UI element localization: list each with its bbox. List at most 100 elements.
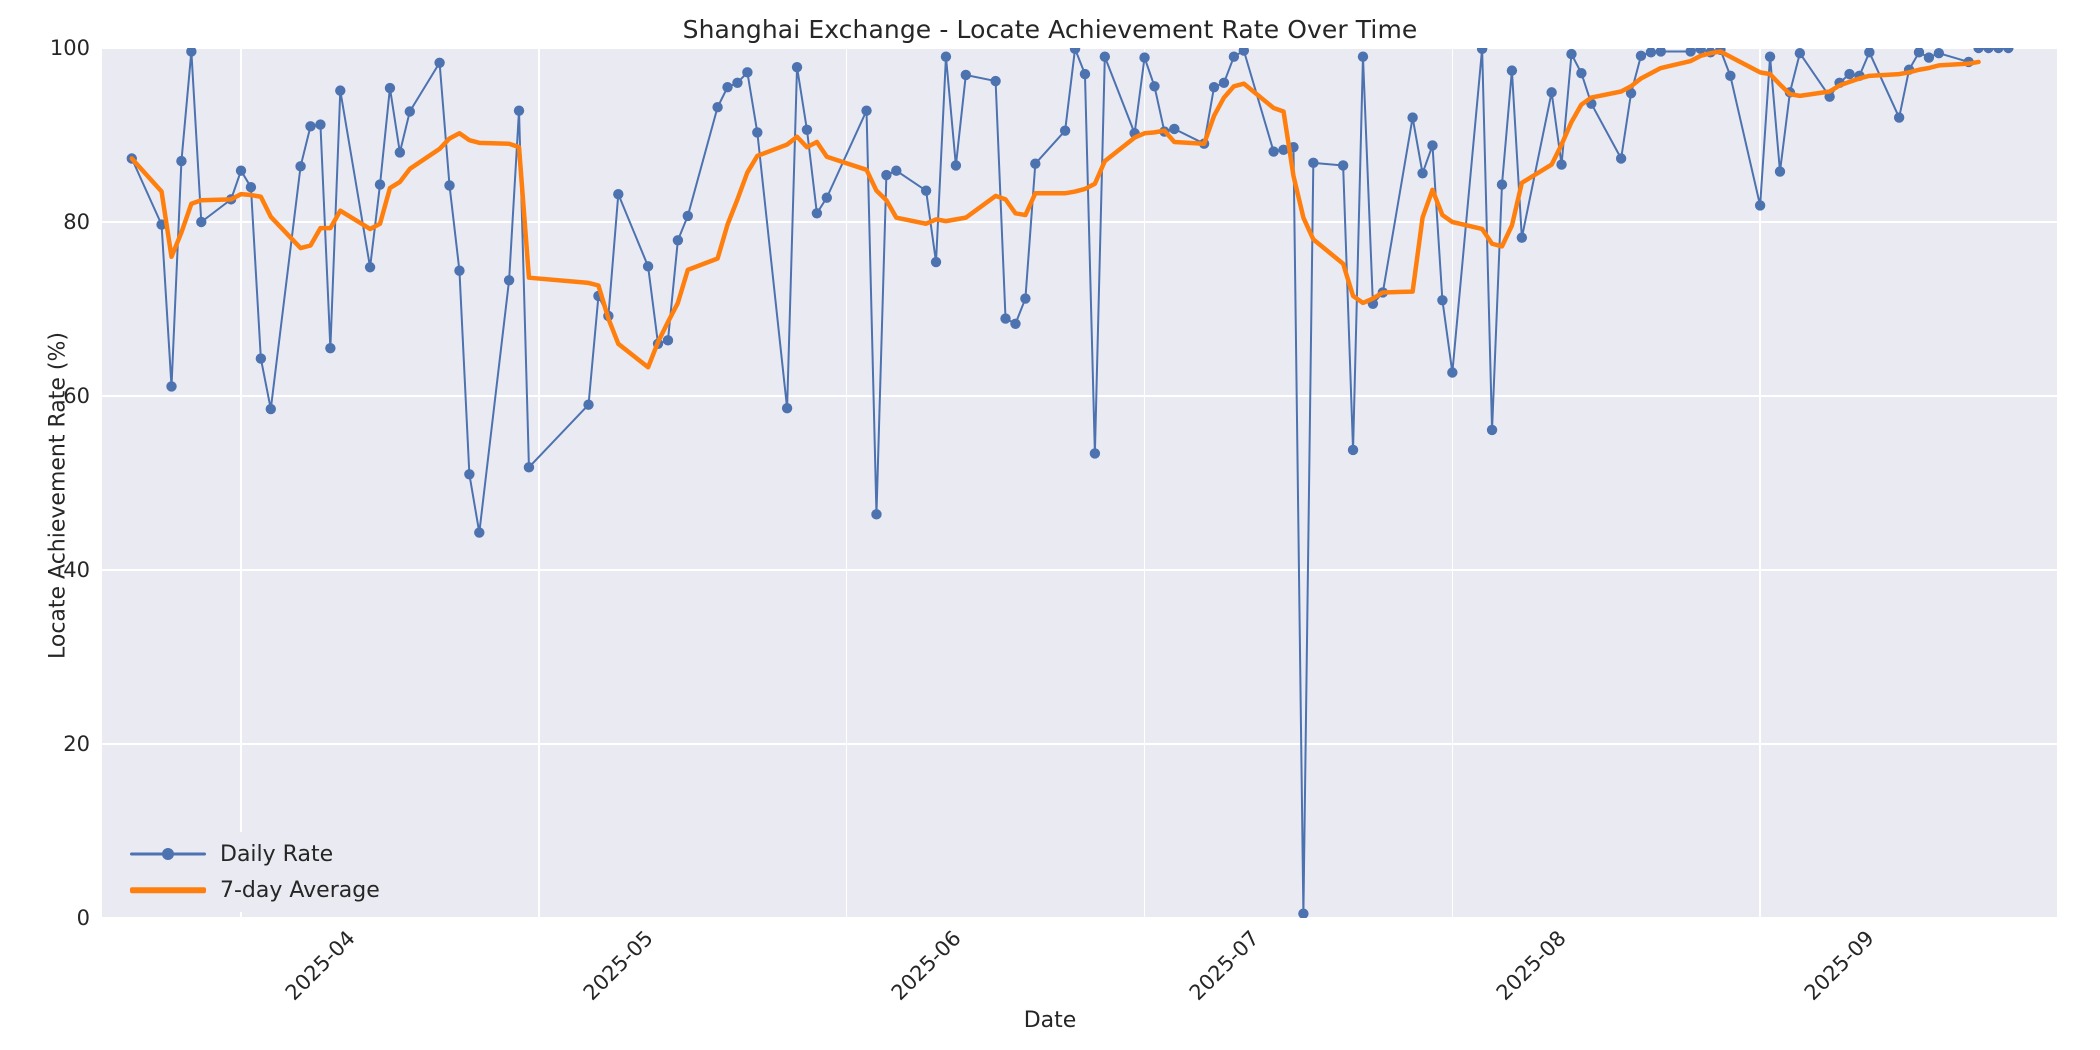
- data-point: [871, 509, 882, 520]
- data-point: [1238, 48, 1250, 56]
- data-point: [474, 527, 485, 538]
- data-point: [1546, 87, 1557, 98]
- data-point: [1645, 48, 1657, 58]
- data-point: [295, 161, 306, 172]
- data-point: [1347, 444, 1359, 456]
- gridline-vertical: [1143, 48, 1146, 918]
- data-point: [861, 105, 872, 116]
- data-point: [662, 335, 674, 346]
- data-point: [1010, 318, 1021, 329]
- data-point: [960, 69, 972, 81]
- data-point: [1973, 48, 1984, 54]
- data-point: [176, 155, 187, 167]
- data-point: [325, 342, 336, 354]
- data-point: [464, 469, 475, 480]
- data-point: [811, 208, 823, 219]
- y-axis-tick-label: 40: [63, 558, 90, 582]
- data-point: [920, 185, 932, 196]
- legend-item-7day-average: 7-day Average: [130, 878, 380, 903]
- data-point: [752, 127, 763, 138]
- gridline-vertical: [1451, 48, 1454, 918]
- data-point: [1308, 157, 1319, 169]
- data-point: [1447, 367, 1458, 378]
- data-point: [265, 403, 276, 415]
- data-point: [1417, 168, 1428, 179]
- data-point: [444, 180, 455, 191]
- data-point: [1794, 48, 1806, 59]
- legend-swatch-daily-rate: [130, 843, 206, 865]
- y-axis-tick-label: 80: [63, 210, 90, 234]
- data-point: [1020, 293, 1031, 304]
- series-markers-daily-rate: [126, 48, 2014, 918]
- series-line-daily-rate: [130, 48, 1970, 915]
- data-point: [1059, 125, 1071, 136]
- data-point: [791, 61, 803, 73]
- gridline-horizontal: [102, 917, 2058, 918]
- legend-item-daily-rate: Daily Rate: [130, 841, 380, 867]
- data-point: [1337, 160, 1349, 171]
- data-point: [1278, 144, 1289, 155]
- data-point: [1725, 70, 1736, 82]
- data-point: [1576, 68, 1587, 79]
- data-point: [821, 192, 833, 203]
- data-point: [732, 77, 743, 88]
- data-point: [1030, 158, 1041, 169]
- data-point: [1685, 48, 1696, 57]
- gridline-vertical: [2057, 48, 2058, 918]
- gridline-horizontal: [102, 743, 2058, 745]
- data-point: [1635, 50, 1647, 62]
- data-point: [384, 82, 396, 94]
- gridline-vertical: [845, 48, 848, 918]
- data-point: [940, 51, 952, 62]
- data-point: [245, 182, 257, 193]
- data-point: [255, 353, 267, 364]
- legend-swatch-7day-average: [130, 879, 206, 901]
- data-point: [364, 262, 376, 273]
- gridline-vertical: [240, 48, 242, 918]
- data-point: [1089, 448, 1101, 459]
- data-point: [1754, 200, 1766, 211]
- data-point: [1913, 48, 1925, 58]
- data-point: [1844, 68, 1855, 80]
- data-point: [1000, 313, 1011, 324]
- data-point: [374, 179, 386, 190]
- data-point: [682, 210, 694, 222]
- data-point: [1149, 81, 1160, 92]
- chart-title: Shanghai Exchange - Locate Achievement R…: [682, 15, 1418, 44]
- data-point: [1556, 159, 1567, 170]
- data-point: [1993, 48, 2004, 54]
- chart-legend: Daily Rate 7-day Average: [118, 832, 394, 912]
- data-point: [1615, 153, 1627, 164]
- data-point: [454, 265, 465, 276]
- data-point: [712, 101, 723, 113]
- data-point: [1486, 424, 1498, 436]
- data-point: [930, 256, 942, 268]
- data-point: [1298, 908, 1309, 918]
- data-point: [990, 75, 1001, 87]
- y-axis-tick-label: 60: [63, 384, 90, 408]
- data-point: [891, 165, 902, 176]
- data-point: [305, 121, 316, 132]
- data-point: [166, 381, 177, 392]
- data-point: [335, 85, 346, 96]
- data-point: [642, 261, 654, 272]
- data-point: [1069, 48, 1081, 55]
- legend-label-daily-rate: Daily Rate: [220, 841, 334, 867]
- data-point: [1566, 48, 1577, 60]
- x-axis-tick-label: 2025-04: [280, 926, 360, 1006]
- gridline-vertical: [538, 48, 540, 918]
- data-point: [434, 57, 445, 68]
- data-point: [1933, 48, 1945, 59]
- data-point: [1625, 88, 1637, 99]
- data-point: [1437, 295, 1448, 306]
- data-point: [1228, 51, 1240, 62]
- data-point: [1079, 68, 1091, 80]
- data-point: [1893, 112, 1905, 123]
- series-plot: [126, 48, 2014, 918]
- data-point: [1774, 166, 1786, 177]
- x-axis-tick-label: 2025-08: [1492, 926, 1572, 1006]
- data-point: [503, 275, 515, 286]
- data-point: [196, 216, 207, 228]
- data-point: [1983, 48, 1994, 54]
